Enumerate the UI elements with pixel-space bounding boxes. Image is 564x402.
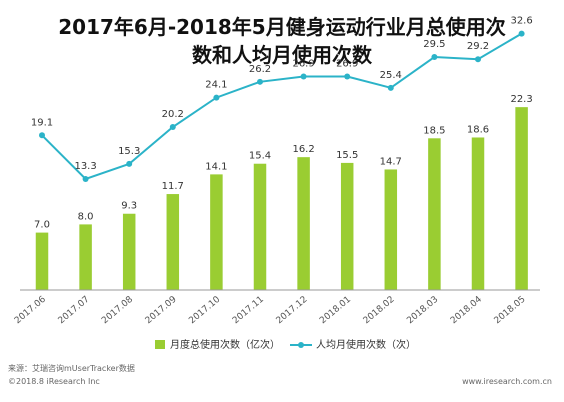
- bar-2017.06: [35, 232, 49, 290]
- bar-value-label: 15.5: [336, 150, 358, 161]
- x-tick-label: 2017.10: [187, 294, 222, 326]
- legend-swatch-bar: [155, 340, 165, 349]
- x-tick-label: 2018.01: [318, 295, 353, 327]
- line-point-2017.10: [213, 94, 220, 101]
- bar-value-label: 7.0: [34, 220, 50, 231]
- bar-value-label: 18.6: [467, 124, 489, 135]
- bar-2017.10: [210, 174, 223, 290]
- line-point-2017.06: [39, 132, 45, 139]
- x-tick-labels: 2017.06 2017.07 2017.08 2017.09 2017.10 2017.…: [13, 294, 528, 326]
- line-point-2018.04: [475, 56, 481, 63]
- legend: 月度总使用次数（亿次） 人均月使用次数（次）: [155, 338, 416, 351]
- bar-value-label: 11.7: [162, 181, 184, 192]
- line-point-2018.01: [344, 73, 351, 80]
- chart-title-line-1: 2017年6月-2018年5月健身运动行业月总使用次: [58, 15, 506, 39]
- x-tick-label: 2017.06: [13, 294, 48, 326]
- bar-2017.08: [122, 213, 136, 290]
- line-series: [41, 32, 523, 181]
- line-value-label: 20.2: [162, 109, 184, 120]
- line-value-label: 29.5: [423, 39, 445, 50]
- bar-2017.09: [166, 194, 180, 290]
- line-point-2017.07: [82, 175, 89, 182]
- line-value-labels: 19.1 13.3 15.3 20.2 24.1 26.2 26.9 26.9 25.4 29.5…: [31, 16, 533, 172]
- line-value-label: 19.1: [31, 117, 53, 128]
- x-tick-label: 2018.03: [405, 295, 440, 327]
- source-note: 来源：艾瑞咨询mUserTracker数据: [8, 364, 135, 373]
- legend-label-bar: 月度总使用次数（亿次）: [170, 338, 280, 351]
- x-tick-label: 2018.04: [449, 294, 484, 326]
- bar-2018.05: [515, 107, 528, 290]
- line-value-label: 26.2: [249, 64, 271, 75]
- bar-2017.12: [297, 157, 310, 290]
- bar-2018.01: [340, 162, 354, 290]
- x-tick-label: 2017.08: [100, 294, 135, 326]
- line-point-2018.05: [518, 30, 525, 37]
- line-value-label: 32.6: [510, 16, 532, 27]
- chart-title-line-2: 数和人均月使用次数: [192, 43, 372, 67]
- line-point-2017.11: [257, 78, 263, 85]
- bar-value-label: 14.1: [205, 161, 227, 172]
- bar-2018.03: [428, 138, 441, 290]
- x-tick-label: 2018.05: [493, 295, 528, 327]
- line-point-2017.09: [169, 123, 176, 130]
- bar-2018.02: [384, 169, 398, 290]
- x-tick-label: 2018.02: [362, 295, 397, 327]
- bar-series: [35, 107, 528, 290]
- bar-value-label: 14.7: [380, 156, 402, 167]
- copyright-note: ©2018.8 iResearch Inc: [8, 377, 100, 386]
- line-point-2018.02: [387, 84, 394, 91]
- bar-value-label: 9.3: [121, 201, 137, 212]
- bar-value-labels: 7.0 8.0 9.3 11.7 14.1 15.4 16.2 15.5 14.7 18.5 18.…: [34, 94, 533, 230]
- website-note: www.iresearch.com.cn: [462, 377, 552, 386]
- x-tick-label: 2017.11: [231, 295, 266, 327]
- line-point-2017.12: [300, 73, 307, 80]
- line-value-label: 26.9: [336, 59, 358, 70]
- line-value-label: 24.1: [205, 80, 227, 91]
- bar-value-label: 18.5: [423, 125, 445, 136]
- bar-2017.11: [253, 163, 267, 290]
- line-value-label: 29.2: [467, 41, 489, 52]
- line-point-2017.08: [126, 160, 133, 167]
- legend-label-line: 人均月使用次数（次）: [316, 338, 416, 351]
- bar-value-label: 22.3: [510, 94, 532, 105]
- line-value-label: 25.4: [380, 70, 402, 81]
- bar-value-label: 15.4: [249, 151, 271, 162]
- line-point-2018.03: [431, 53, 438, 60]
- x-tick-label: 2017.07: [57, 295, 92, 327]
- line-value-label: 13.3: [74, 161, 96, 172]
- x-tick-label: 2017.12: [275, 295, 310, 327]
- bar-value-label: 16.2: [292, 144, 314, 155]
- line-value-label: 26.9: [292, 59, 314, 70]
- line-value-label: 15.3: [118, 146, 140, 157]
- bar-2017.07: [79, 224, 92, 290]
- x-tick-label: 2017.09: [144, 294, 179, 326]
- line-points: [39, 30, 525, 182]
- bar-2018.04: [471, 137, 485, 290]
- bar-value-label: 8.0: [78, 211, 94, 222]
- legend-marker-line: [298, 342, 304, 348]
